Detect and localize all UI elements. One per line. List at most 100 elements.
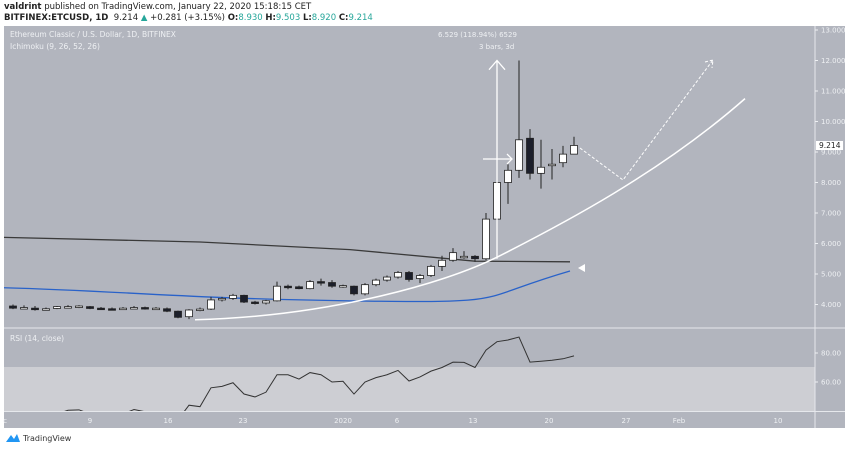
candle-body (20, 307, 28, 310)
candle (251, 300, 259, 305)
candle (152, 306, 160, 311)
candle (515, 60, 523, 178)
measure-label-range: 6.529 (118.94%) 6529 (438, 31, 517, 39)
publisher-name[interactable]: valdrint (4, 2, 42, 12)
footer: TradingView (6, 433, 71, 443)
time-tick-label: 23 (239, 417, 248, 425)
candle (394, 270, 402, 279)
candle-body (328, 282, 336, 287)
time-tick-label: 6 (395, 417, 400, 425)
candle-body (526, 137, 534, 174)
time-tick-label: 16 (164, 417, 173, 425)
candle-body (86, 306, 94, 309)
candle (317, 278, 325, 286)
candle (53, 306, 61, 310)
candle (207, 296, 215, 310)
rsi-tick-label: 80.00 (821, 350, 841, 358)
time-tick-label: Feb (673, 417, 686, 425)
candle (20, 305, 28, 310)
candle-body (262, 300, 270, 304)
candle-body (9, 305, 17, 309)
candle (86, 306, 94, 310)
chart-background (4, 26, 845, 428)
candle (185, 309, 193, 320)
candle-body (350, 285, 358, 295)
candle (229, 293, 237, 300)
candle-body (394, 272, 402, 278)
candle-body (64, 306, 72, 309)
candle-body (42, 308, 50, 311)
price-tick-label: 5.000 (821, 271, 841, 279)
close-value: 9.214 (348, 13, 373, 23)
candle (339, 284, 347, 288)
time-tick-label: c (3, 417, 7, 425)
candle-body (317, 281, 325, 284)
price-tick-label: 11.000 (821, 88, 846, 96)
indicator-legend[interactable]: Ichimoku (9, 26, 52, 26) (10, 42, 100, 51)
candle-body (460, 255, 468, 259)
candle (350, 285, 358, 296)
chart-title[interactable]: Ethereum Classic / U.S. Dollar, 1D, BITF… (10, 30, 176, 39)
price-tick-label: 9.000 (821, 149, 841, 157)
candle-body (152, 307, 160, 311)
candle-body (471, 255, 479, 260)
close-label: C: (338, 13, 349, 23)
candle (262, 299, 270, 305)
candle (416, 274, 424, 284)
candle (75, 305, 83, 309)
time-tick-label: 27 (622, 417, 631, 425)
rsi-tick-label: 60.00 (821, 379, 841, 387)
high-label: H: (265, 13, 276, 23)
candle (295, 285, 303, 290)
up-triangle-icon: ▲ (140, 13, 148, 23)
candle-body (31, 307, 39, 311)
candle-body (405, 272, 413, 280)
ichimoku-line-dark (3, 236, 571, 263)
rsi-band (4, 367, 815, 411)
ichimoku-line-blue (3, 270, 571, 303)
candle-body (185, 309, 193, 318)
candle-body (372, 279, 380, 286)
candle (42, 307, 50, 311)
candle (504, 164, 512, 204)
open-value: 8.930 (238, 13, 263, 23)
candle (460, 251, 468, 259)
price-tick-label: 8.000 (821, 179, 841, 187)
price-tick-label: 13.000 (821, 27, 846, 35)
open-label: O: (227, 13, 239, 23)
candle-body (383, 276, 391, 281)
rsi-line (64, 336, 575, 411)
candle (9, 304, 17, 310)
candle (108, 307, 116, 311)
low-value: 8.920 (311, 13, 337, 23)
candle (383, 275, 391, 282)
candle-body (438, 259, 446, 267)
candle-body (75, 305, 83, 308)
rsi-legend[interactable]: RSI (14, close) (10, 334, 65, 343)
high-value: 9.503 (275, 13, 301, 23)
candle-body (251, 301, 259, 304)
candle-body (229, 294, 237, 299)
candle-body (207, 299, 215, 310)
publish-info: valdrint published on TradingView.com, J… (4, 2, 311, 12)
candle-body (339, 285, 347, 288)
price-change: +0.281 (+3.15%) (150, 13, 225, 23)
tradingview-logo-icon (6, 434, 20, 442)
candle (163, 307, 171, 313)
candle (449, 248, 457, 262)
symbol: BITFINEX:ETCUSD, 1D (4, 13, 109, 23)
candle-body (537, 166, 545, 174)
candle-body (130, 307, 138, 310)
candle-body (141, 307, 149, 310)
symbol-info: BITFINEX:ETCUSD, 1D 9.214 ▲ +0.281 (+3.1… (4, 13, 373, 23)
candle (438, 255, 446, 271)
candle (273, 281, 281, 302)
candle (570, 136, 578, 155)
price-tick-label: 4.000 (821, 301, 841, 309)
candle-body (163, 308, 171, 312)
candle-body (504, 169, 512, 183)
published-text: published on TradingView.com, January 22… (44, 2, 312, 12)
brand-name[interactable]: TradingView (23, 433, 72, 443)
support-curve (194, 98, 746, 321)
